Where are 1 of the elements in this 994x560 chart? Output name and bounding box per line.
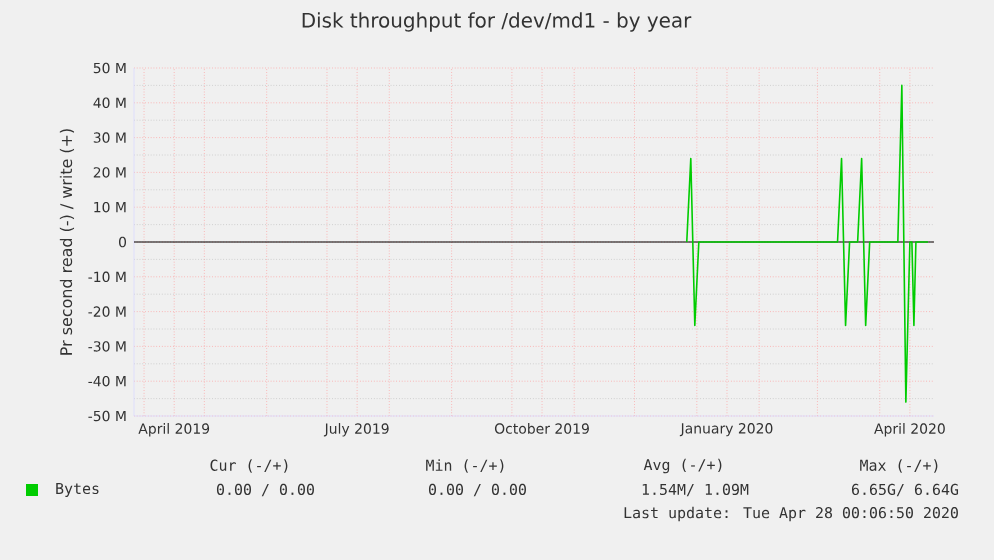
chart-title: Disk throughput for /dev/md1 - by year — [302, 12, 692, 32]
